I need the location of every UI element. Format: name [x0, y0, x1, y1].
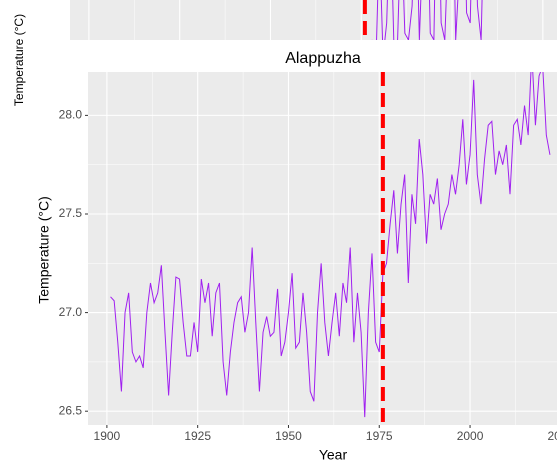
x-tick-label: 2025: [547, 429, 557, 443]
data-line: [110, 72, 551, 418]
y-tick-label: 27.5: [59, 206, 83, 220]
y-axis-title: Temperature (°C): [36, 196, 52, 304]
y-tick-label: 26.5: [59, 403, 83, 417]
y-tick-label: 28.0: [59, 108, 83, 122]
x-axis-title: Year: [319, 447, 348, 463]
y-tick-label: 27.0: [59, 305, 83, 319]
x-tick-label: 1900: [94, 429, 121, 443]
panel-background: [70, 0, 557, 40]
x-tick-label: 1975: [366, 429, 393, 443]
x-tick-label: 1950: [275, 429, 302, 443]
x-tick-label: 2000: [457, 429, 484, 443]
y-axis-title: Temperature (°C): [12, 14, 26, 106]
plot-panel: [88, 72, 557, 425]
panel-background: [88, 72, 557, 425]
plot-panel: [70, 0, 557, 40]
x-tick-label: 1925: [184, 429, 211, 443]
chart-title: Alappuzha: [285, 50, 361, 67]
